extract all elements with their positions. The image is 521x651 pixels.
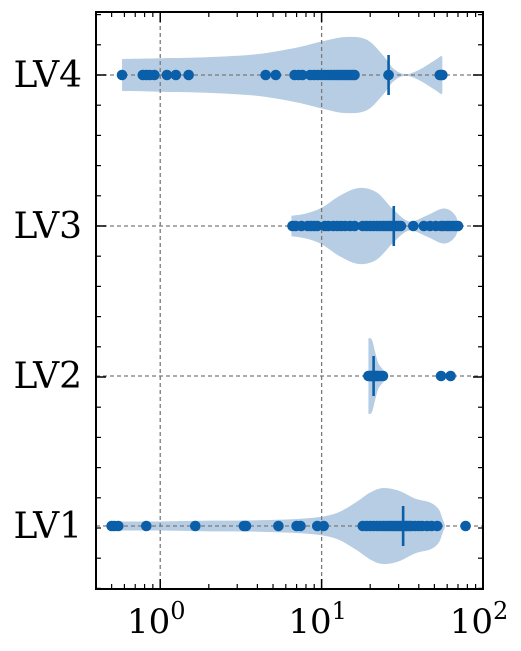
data-point-lv1: [141, 520, 152, 532]
data-point-lv4: [116, 69, 128, 81]
data-point-lv4: [260, 69, 271, 81]
data-point-lv4: [161, 69, 173, 81]
data-point-lv4: [183, 69, 194, 81]
x-tick-label: 102: [450, 597, 509, 642]
x-tick-base: 10: [288, 602, 331, 642]
data-point-lv4: [149, 69, 160, 81]
data-point-lv2: [377, 370, 389, 382]
data-point-lv1: [273, 520, 284, 532]
x-tick-label: 101: [288, 597, 347, 642]
data-point-lv1: [240, 520, 252, 532]
x-tick-base: 10: [450, 602, 493, 642]
data-point-lv3: [311, 220, 323, 232]
x-tick-exponent: 0: [170, 597, 185, 625]
data-point-lv4: [437, 69, 448, 81]
violin-lv4: [122, 36, 443, 114]
data-point-lv1: [190, 520, 201, 532]
y-tick-label: LV4: [13, 55, 82, 96]
data-point-lv3: [395, 220, 407, 232]
points-layer: [106, 69, 471, 532]
x-tick-exponent: 2: [493, 597, 508, 625]
data-point-lv3: [452, 220, 464, 232]
data-point-lv4: [270, 69, 282, 81]
data-point-lv3: [408, 220, 419, 232]
data-point-lv4: [297, 69, 308, 81]
y-tick-label: LV3: [13, 206, 82, 247]
data-point-lv4: [170, 69, 182, 81]
x-tick-label: 100: [127, 597, 186, 642]
median-layer: [372, 55, 405, 546]
y-tick-label: LV1: [13, 506, 82, 547]
data-point-lv3: [349, 220, 360, 232]
data-point-lv1: [318, 520, 329, 532]
data-point-lv2: [445, 370, 456, 382]
x-tick-base: 10: [127, 602, 170, 642]
data-point-lv1: [295, 520, 306, 532]
plot-frame: [95, 11, 484, 590]
violin-layer: [111, 36, 459, 565]
x-tick-exponent: 1: [332, 597, 347, 625]
data-point-lv2: [435, 370, 447, 382]
data-point-lv1: [431, 520, 443, 532]
data-point-lv1: [113, 520, 124, 532]
axes-layer: [95, 11, 484, 590]
data-point-lv4: [349, 69, 360, 81]
y-tick-label: LV2: [13, 356, 82, 397]
data-point-lv1: [460, 520, 471, 532]
